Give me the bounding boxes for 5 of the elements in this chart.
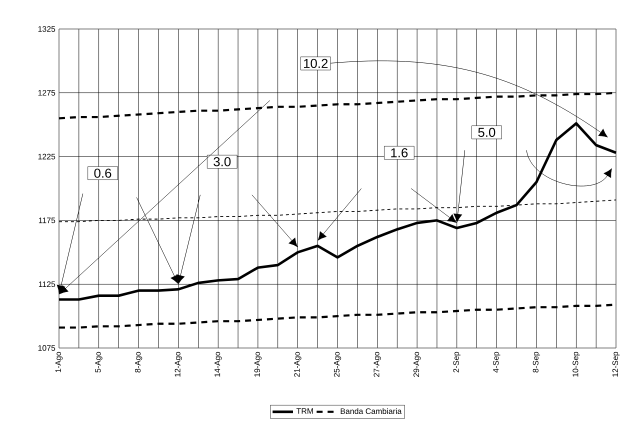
annotation: 0.6: [94, 168, 112, 178]
annotation: 10.2: [304, 58, 328, 68]
annotation: 5.0: [478, 128, 496, 137]
annotation: 1.6: [391, 148, 408, 158]
annotation: 3.0: [214, 157, 231, 166]
